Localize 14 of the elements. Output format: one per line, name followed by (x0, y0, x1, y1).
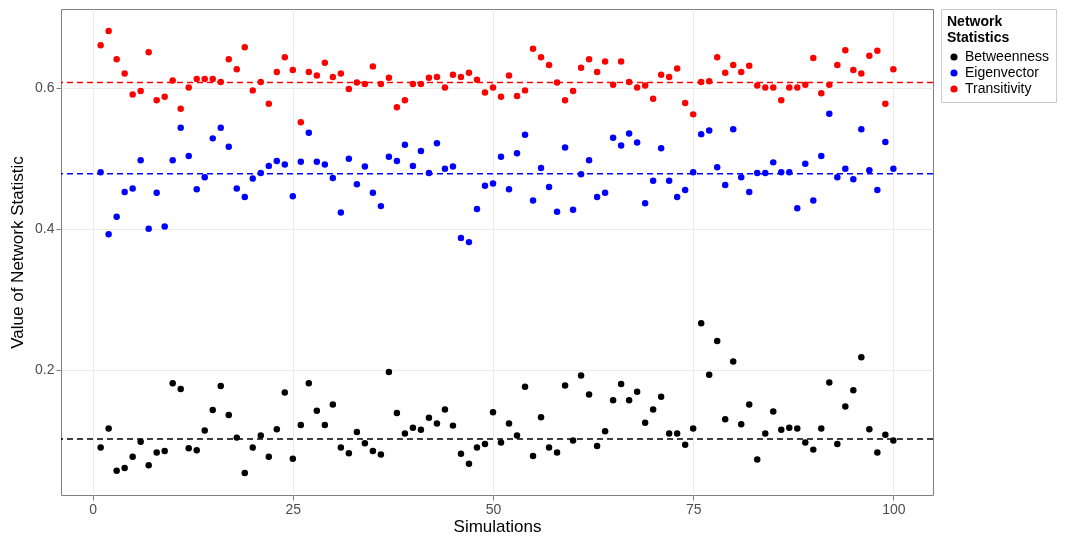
x-axis-title: Simulations (453, 516, 542, 536)
x-tick-label: 50 (485, 500, 502, 517)
x-tick-label: 75 (685, 500, 702, 517)
x-tick-label: 0 (89, 500, 98, 517)
y-tick-label: 0.2 (35, 361, 55, 378)
y-tick-label: 0.4 (35, 220, 55, 237)
x-tick-label: 100 (882, 500, 906, 517)
legend-title: Network Statistics (947, 13, 1010, 45)
y-axis-title: Value of Network Statistic (8, 155, 28, 349)
y-tick-label: 0.6 (35, 79, 55, 96)
legend-label: Betweenness (965, 48, 1050, 64)
x-tick-label: 25 (285, 500, 302, 517)
legend-label: Transitivity (965, 80, 1032, 96)
legend-label: Eigenvector (965, 64, 1040, 80)
